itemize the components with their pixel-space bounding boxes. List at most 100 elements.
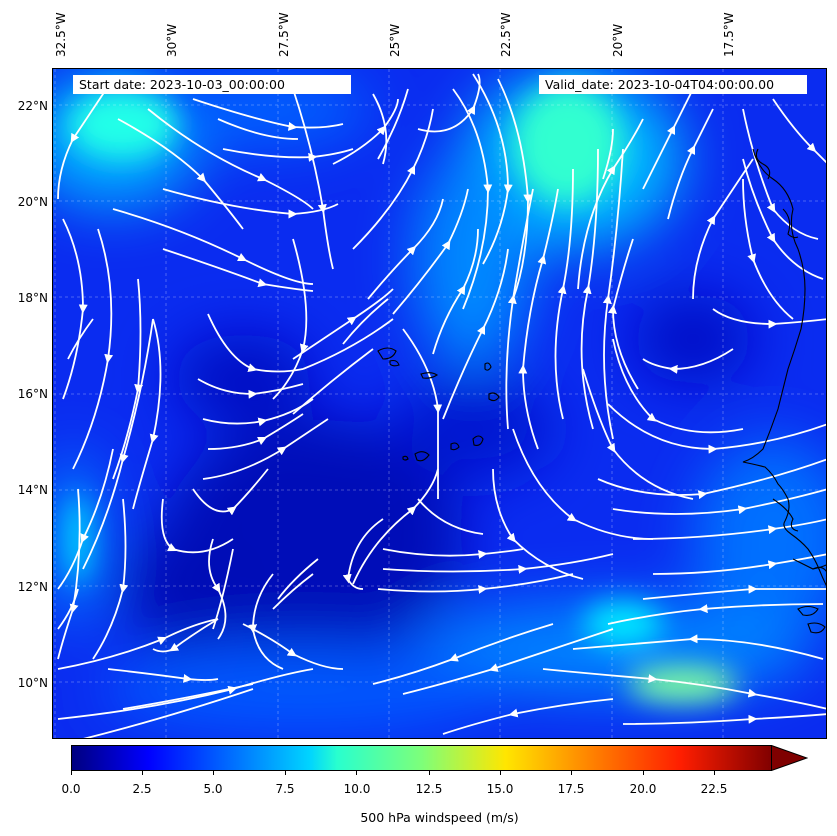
streamline	[292, 288, 394, 360]
island	[450, 442, 460, 451]
streamline	[277, 558, 319, 600]
streamline	[207, 313, 304, 373]
streamline	[162, 248, 314, 292]
lat-label-12n: 12°N	[17, 580, 48, 594]
streamline	[642, 88, 694, 190]
streamline	[512, 428, 654, 540]
streamline	[612, 338, 744, 434]
island	[797, 605, 819, 616]
streamline	[597, 458, 826, 500]
streamline	[417, 498, 484, 535]
streamline	[492, 468, 584, 580]
streamline	[582, 368, 694, 500]
streamline	[580, 148, 599, 430]
start-date-label: Start date: 2023-10-03_00:00:00	[73, 75, 351, 94]
streamline	[607, 403, 826, 454]
streamline	[160, 498, 234, 554]
lon-label-30w: 30°W	[165, 23, 179, 57]
cb-tick-label: 22.5	[700, 782, 728, 796]
streamline	[642, 584, 826, 600]
cb-tickmark	[213, 771, 214, 775]
streamline	[152, 618, 219, 653]
cb-tickmark	[643, 771, 644, 775]
field-blobs	[53, 69, 826, 734]
streamline	[197, 378, 304, 399]
streamline	[442, 698, 614, 735]
colorbar	[71, 744, 809, 772]
cb-tick-label: 7.5	[275, 782, 295, 796]
cb-tick-label: 5.0	[203, 782, 223, 796]
cb-tickmark	[285, 771, 286, 775]
streamline	[272, 573, 314, 610]
streamline	[122, 683, 254, 710]
streamline	[147, 108, 314, 210]
island	[484, 362, 492, 371]
streamline	[212, 548, 234, 630]
streamline	[542, 668, 826, 710]
streamline	[372, 623, 554, 685]
streamline	[83, 688, 254, 738]
streamline	[692, 158, 754, 300]
coast-segment	[782, 208, 799, 239]
streamline	[202, 418, 329, 480]
streamline	[742, 158, 824, 280]
island	[420, 372, 438, 379]
valid-date-label: Valid_date: 2023-10-04T04:00:00.00	[539, 75, 807, 94]
streamline	[612, 488, 826, 515]
lon-label-27-5w: 27.5°W	[277, 12, 291, 57]
streamline	[352, 468, 439, 585]
streamline	[382, 548, 524, 559]
streamline	[472, 73, 513, 265]
wind-map	[52, 68, 827, 739]
streamline	[57, 448, 114, 590]
lat-label-22n: 22°N	[17, 99, 48, 113]
streamline	[607, 603, 824, 625]
cb-tick-label: 17.5	[557, 782, 585, 796]
streamline	[642, 348, 734, 374]
cb-tickmark	[571, 771, 572, 775]
coastlines	[377, 148, 826, 634]
streamline	[402, 628, 614, 695]
streamline	[742, 178, 794, 320]
lon-label-22-5w: 22.5°W	[499, 12, 513, 57]
streamline	[217, 118, 299, 140]
streamline	[112, 208, 314, 285]
lat-label-16n: 16°N	[17, 387, 48, 401]
streamline	[652, 553, 826, 575]
cb-tick-label: 0.0	[61, 782, 81, 796]
streamline	[302, 318, 394, 370]
cb-tick-label: 2.5	[132, 782, 152, 796]
streamline	[332, 98, 399, 165]
streamline	[112, 278, 144, 480]
coast-segment	[755, 148, 771, 180]
streamline	[577, 118, 644, 290]
streamline	[62, 218, 88, 400]
lon-label-20w: 20°W	[611, 23, 625, 57]
lon-label-25w: 25°W	[388, 23, 402, 57]
streamline	[442, 248, 509, 420]
streamline	[132, 318, 162, 510]
streamline	[572, 634, 824, 660]
lon-label-32-5w: 32.5°W	[54, 12, 68, 57]
island	[389, 359, 400, 367]
streamline	[292, 348, 374, 415]
streamline	[607, 238, 639, 390]
island	[812, 566, 826, 572]
streamline	[602, 128, 614, 180]
streamline	[772, 98, 826, 164]
streamline	[392, 188, 469, 315]
streamline	[57, 618, 219, 670]
streamline	[67, 318, 94, 360]
lat-label-20n: 20°N	[17, 195, 48, 209]
streamline	[417, 73, 481, 133]
colorbar-label: 500 hPa windspeed (m/s)	[360, 810, 519, 825]
streamline	[242, 623, 344, 670]
cb-tick-label: 20.0	[629, 782, 657, 796]
streamline	[372, 93, 388, 165]
streamline	[667, 108, 714, 220]
cb-tickmark	[429, 771, 430, 775]
island	[807, 622, 826, 634]
african-coastline	[742, 148, 826, 587]
streamline	[192, 468, 269, 516]
streamline	[207, 413, 304, 450]
